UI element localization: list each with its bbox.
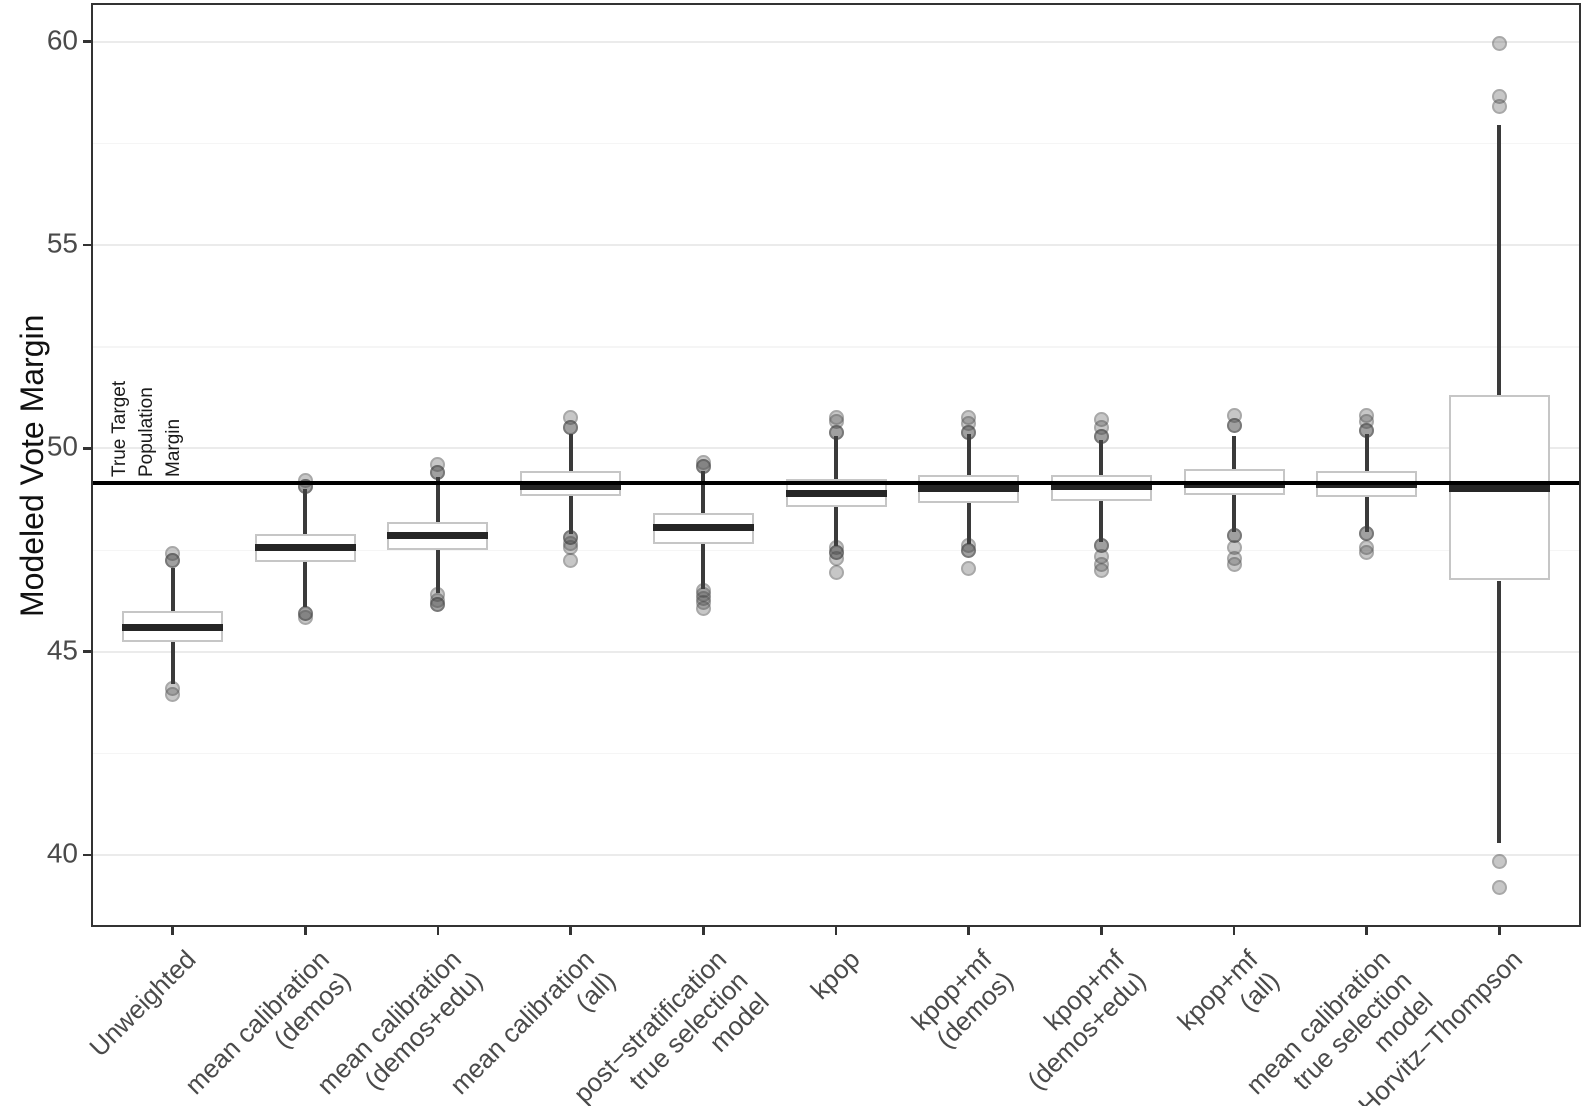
median-line — [520, 483, 622, 491]
whisker-lower — [701, 543, 706, 589]
y-tick-label: 60 — [46, 24, 78, 56]
x-tick-mark — [171, 927, 174, 935]
x-tick-mark — [834, 927, 838, 935]
x-tick-mark — [967, 927, 970, 935]
whisker-lower — [1099, 501, 1104, 542]
outlier-dot — [828, 550, 844, 566]
whisker-upper — [1232, 436, 1237, 469]
y-tick-label: 40 — [46, 837, 78, 869]
whisker-lower — [1364, 497, 1369, 532]
x-category-label: kpop+mf (demos+edu) — [1021, 944, 1152, 1096]
x-tick-mark — [1365, 927, 1368, 935]
median-line — [652, 524, 754, 532]
x-category-label: kpop+mf (all) — [1171, 944, 1285, 1037]
outlier-dot — [165, 552, 181, 568]
whisker-upper — [966, 434, 971, 475]
outlier-dot — [1491, 99, 1507, 115]
x-tick-mark — [1498, 927, 1501, 935]
x-tick-mark — [436, 927, 440, 935]
outlier-dot — [828, 424, 844, 440]
outlier-dot — [1491, 36, 1507, 52]
x-category-label: kpop+mf (demos) — [905, 944, 1020, 1054]
y-tick-label: 45 — [46, 634, 78, 666]
y-axis-title: Modeled Vote Margin — [14, 314, 50, 617]
x-tick-mark — [702, 927, 705, 935]
outlier-dot — [828, 564, 844, 580]
median-line — [254, 544, 356, 552]
outlier-dot — [1491, 880, 1507, 896]
whisker-lower — [568, 496, 573, 534]
outlier-dot — [430, 465, 446, 481]
outlier-dot — [1359, 526, 1375, 542]
y-gridline-major — [93, 854, 1579, 857]
x-tick-mark — [1100, 927, 1103, 935]
outlier-dot — [961, 542, 977, 558]
outlier-dot — [695, 459, 711, 475]
reference-line — [93, 480, 1579, 485]
y-gridline-minor — [93, 752, 1579, 755]
whisker-upper — [834, 436, 838, 479]
x-category-label: kpop — [804, 944, 866, 1006]
y-gridline-major — [93, 650, 1579, 653]
outlier-dot — [1359, 544, 1375, 560]
whisker-upper — [1497, 124, 1502, 396]
outlier-dot — [695, 601, 711, 617]
whisker-upper — [568, 434, 573, 471]
outlier-dot — [961, 424, 977, 440]
outlier-dot — [961, 560, 977, 576]
whisker-lower — [1497, 580, 1502, 843]
y-tick-mark — [83, 650, 91, 653]
y-gridline-major — [93, 243, 1579, 246]
y-tick-label: 50 — [46, 431, 78, 463]
median-line — [785, 489, 887, 497]
median-line — [918, 485, 1020, 493]
median-line — [1448, 485, 1550, 493]
whisker-upper — [1099, 440, 1104, 475]
median-line — [1050, 483, 1152, 491]
y-tick-label: 55 — [46, 227, 78, 259]
whisker-upper — [170, 568, 175, 611]
reference-line-annotation: True Target Population Margin — [109, 380, 184, 477]
whisker-upper — [303, 488, 308, 534]
x-tick-mark — [1232, 927, 1236, 935]
y-tick-mark — [83, 447, 91, 450]
y-gridline-minor — [93, 142, 1579, 145]
whisker-lower — [170, 641, 175, 685]
outlier-dot — [1226, 556, 1242, 572]
outlier-dot — [297, 609, 313, 625]
outlier-dot — [430, 597, 446, 613]
whisker-upper — [701, 470, 706, 514]
x-tick-mark — [569, 927, 572, 935]
outlier-dot — [563, 420, 579, 436]
plot-panel — [91, 3, 1581, 927]
median-line — [122, 623, 224, 631]
outlier-dot — [1093, 562, 1109, 578]
y-tick-mark — [83, 853, 91, 857]
y-gridline-minor — [93, 346, 1579, 348]
whisker-lower — [834, 507, 838, 546]
median-line — [387, 532, 489, 540]
outlier-dot — [1359, 422, 1375, 438]
whisker-lower — [303, 562, 308, 607]
whisker-lower — [1232, 495, 1237, 532]
y-tick-mark — [83, 40, 91, 43]
whisker-upper — [435, 476, 440, 522]
whisker-lower — [435, 550, 440, 593]
whisker-upper — [1364, 434, 1369, 471]
x-category-label: Unweighted — [83, 944, 202, 1063]
outlier-dot — [1491, 853, 1507, 869]
outlier-dot — [1093, 428, 1109, 444]
outlier-dot — [165, 686, 181, 702]
median-line — [1316, 481, 1418, 489]
x-tick-mark — [304, 927, 307, 935]
outlier-dot — [563, 552, 579, 568]
y-gridline-major — [93, 40, 1579, 43]
whisker-lower — [966, 503, 971, 544]
outlier-dot — [1226, 418, 1242, 434]
y-tick-mark — [83, 243, 91, 247]
